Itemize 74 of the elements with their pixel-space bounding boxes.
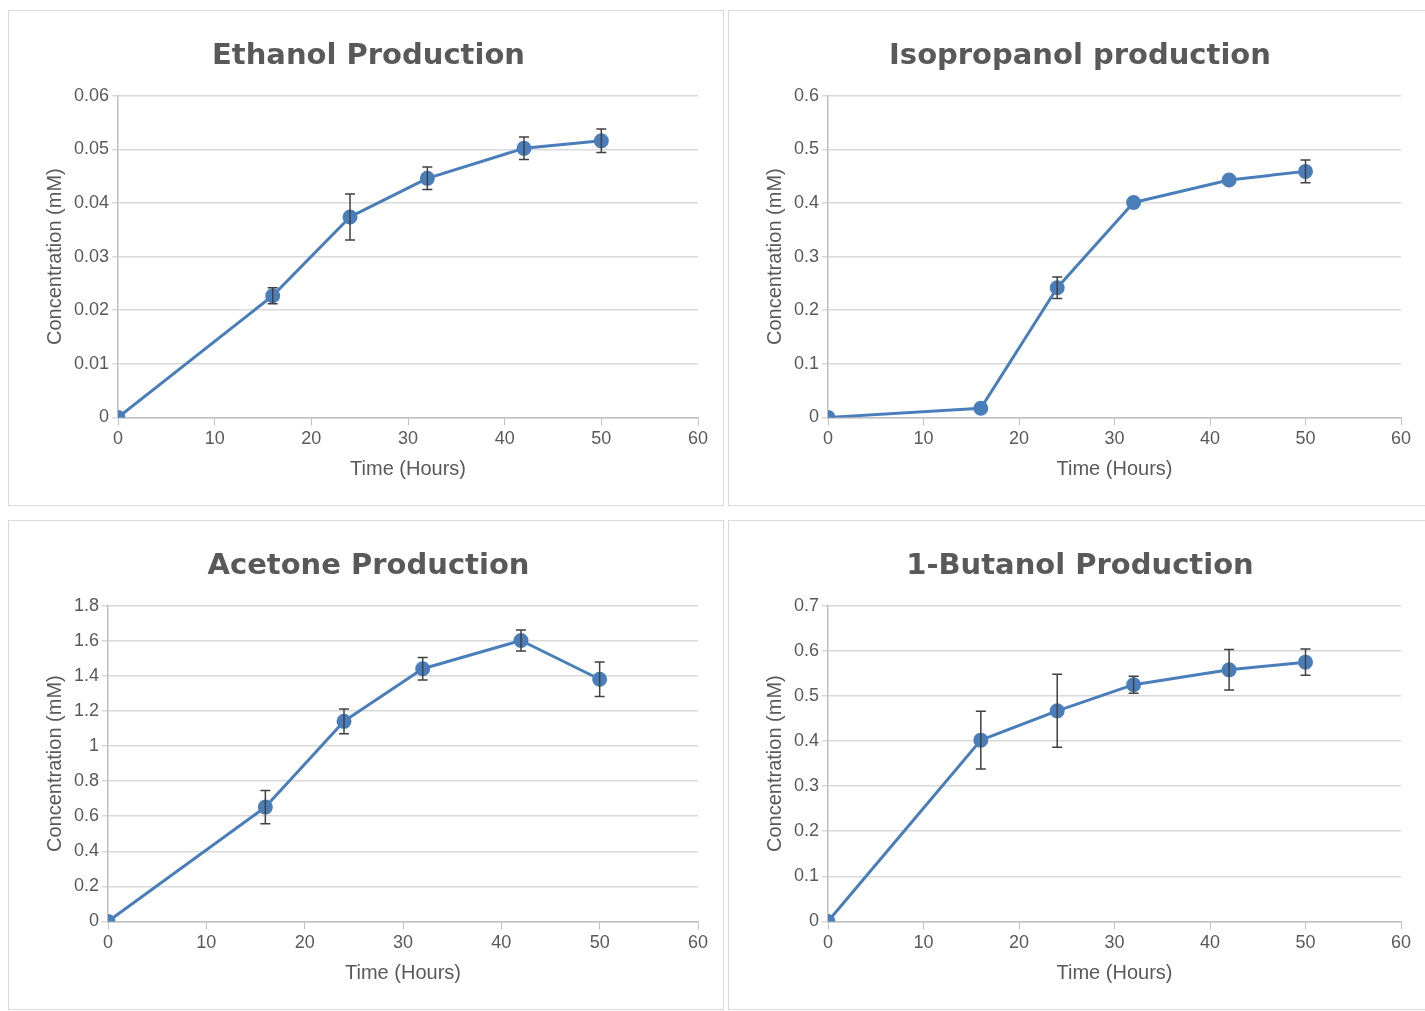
y-tick-label: 0.6 (73, 805, 100, 826)
x-axis-title: Time (Hours) (1056, 960, 1173, 983)
y-tick-label: 0.6 (793, 639, 820, 660)
x-tick-label: 30 (398, 428, 419, 449)
x-tick-label: 30 (1104, 932, 1125, 953)
y-tick-label: 0 (89, 910, 100, 931)
x-tick-label: 10 (196, 932, 217, 953)
y-axis-title: Concentration (mM) (42, 675, 65, 852)
y-tick-label: 1.6 (73, 629, 100, 650)
x-tick-label: 20 (1009, 932, 1030, 953)
y-tick-label: 0.4 (793, 730, 820, 751)
y-tick-label: 0.5 (793, 684, 820, 705)
chart-title: 1-Butanol Production (906, 546, 1254, 581)
chart-title: Isopropanol production (889, 36, 1271, 71)
y-tick-label: 0.05 (73, 138, 110, 159)
y-tick-label: 0 (99, 406, 110, 427)
y-tick-label: 0 (809, 910, 820, 931)
x-tick-label: 50 (1295, 932, 1316, 953)
x-tick-label: 0 (823, 428, 834, 449)
y-tick-label: 0.1 (793, 865, 820, 886)
y-tick-label: 0.03 (73, 245, 110, 266)
y-tick-label: 1.4 (73, 664, 100, 685)
y-axis-title: Concentration (mM) (762, 675, 785, 852)
x-tick-label: 10 (913, 428, 934, 449)
x-tick-label: 10 (204, 428, 225, 449)
x-tick-label: 0 (113, 428, 124, 449)
y-tick-label: 0.5 (793, 138, 820, 159)
y-axis-title: Concentration (mM) (42, 168, 65, 345)
y-tick-label: 0.6 (793, 84, 820, 105)
y-axis-title: Concentration (mM) (762, 168, 785, 345)
x-tick-label: 60 (1390, 932, 1412, 953)
y-tick-label: 0.8 (73, 770, 100, 791)
y-tick-label: 0.02 (73, 299, 110, 320)
x-tick-label: 30 (1104, 428, 1125, 449)
y-tick-label: 0.4 (73, 840, 100, 861)
x-tick-label: 20 (294, 932, 315, 953)
y-tick-label: 0.3 (793, 775, 820, 796)
y-tick-label: 0.2 (73, 875, 100, 896)
x-tick-label: 50 (1295, 428, 1316, 449)
x-tick-label: 10 (913, 932, 934, 953)
x-tick-label: 50 (591, 428, 612, 449)
y-tick-label: 1.8 (73, 594, 100, 615)
point (1126, 194, 1142, 210)
point (973, 400, 989, 416)
x-tick-label: 20 (1009, 428, 1030, 449)
x-axis-title: Time (Hours) (345, 960, 461, 983)
y-tick-label: 0.3 (793, 245, 820, 266)
x-tick-label: 40 (1199, 932, 1221, 953)
point (1221, 172, 1237, 188)
x-tick-label: 40 (1199, 428, 1221, 449)
y-tick-label: 0.7 (793, 594, 820, 615)
x-tick-label: 60 (1390, 428, 1412, 449)
x-tick-label: 60 (687, 428, 709, 449)
y-tick-label: 0.04 (73, 191, 110, 212)
y-tick-label: 0.1 (793, 352, 820, 373)
x-tick-label: 30 (393, 932, 414, 953)
x-axis-title: Time (Hours) (1056, 456, 1173, 479)
y-tick-label: 0.01 (73, 352, 110, 373)
chart-title: Ethanol Production (212, 36, 525, 71)
x-tick-label: 20 (301, 428, 322, 449)
x-tick-label: 50 (589, 932, 610, 953)
y-tick-label: 0.4 (793, 191, 820, 212)
x-tick-label: 0 (823, 932, 834, 953)
y-tick-label: 0.2 (793, 299, 820, 320)
y-tick-label: 0.06 (73, 84, 110, 105)
y-tick-label: 1.2 (73, 699, 100, 720)
y-tick-label: 0 (809, 406, 820, 427)
chart-title: Acetone Production (207, 546, 530, 581)
x-tick-label: 40 (491, 932, 512, 953)
y-tick-label: 0.2 (793, 820, 820, 841)
x-axis-title: Time (Hours) (350, 456, 466, 479)
y-tick-label: 1 (89, 735, 100, 756)
x-tick-label: 60 (687, 932, 709, 953)
x-tick-label: 40 (494, 428, 515, 449)
